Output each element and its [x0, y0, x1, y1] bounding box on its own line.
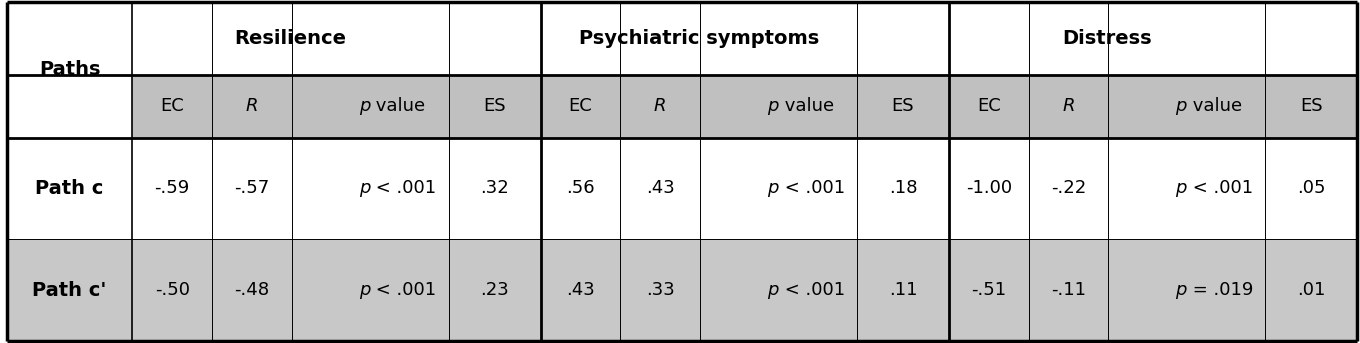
Bar [7, 239, 1357, 341]
Text: p: p [1175, 281, 1187, 299]
Bar [291, 75, 449, 138]
Bar [949, 75, 1028, 138]
Text: -1.00: -1.00 [966, 179, 1012, 198]
Text: -.50: -.50 [155, 281, 189, 299]
Text: -.57: -.57 [234, 179, 269, 198]
Text: < .001: < .001 [370, 281, 437, 299]
Text: .43: .43 [646, 179, 675, 198]
Text: < .001: < .001 [778, 179, 845, 198]
Bar [700, 138, 857, 239]
Text: .18: .18 [889, 179, 917, 198]
Bar [541, 2, 857, 75]
Text: .32: .32 [480, 179, 509, 198]
Text: value: value [778, 97, 834, 115]
Text: -.59: -.59 [155, 179, 190, 198]
Text: p: p [1175, 97, 1187, 115]
Bar [291, 239, 449, 341]
Text: Resilience: Resilience [235, 29, 347, 48]
Bar [541, 75, 620, 138]
Text: < .001: < .001 [778, 281, 845, 299]
Text: R: R [246, 97, 258, 115]
Text: -.22: -.22 [1051, 179, 1087, 198]
Text: < .001: < .001 [370, 179, 437, 198]
Bar [949, 2, 1265, 75]
Bar [700, 75, 857, 138]
Text: Path c: Path c [35, 179, 103, 198]
Text: p: p [359, 281, 370, 299]
Bar [291, 138, 449, 239]
Text: .23: .23 [480, 281, 509, 299]
Text: Path c': Path c' [33, 281, 107, 300]
Text: p: p [359, 97, 370, 115]
Bar [857, 75, 949, 138]
Text: Distress: Distress [1062, 29, 1152, 48]
Text: p: p [767, 281, 778, 299]
Bar [700, 239, 857, 341]
Bar [1108, 239, 1265, 341]
Text: < .001: < .001 [1187, 179, 1253, 198]
Text: EC: EC [160, 97, 184, 115]
Text: -.11: -.11 [1051, 281, 1085, 299]
Text: R: R [654, 97, 666, 115]
Text: EC: EC [976, 97, 1001, 115]
Text: p: p [767, 97, 778, 115]
Bar [7, 2, 132, 138]
Text: ES: ES [1300, 97, 1323, 115]
Text: ES: ES [483, 97, 506, 115]
Bar [212, 75, 291, 138]
Text: .11: .11 [889, 281, 917, 299]
Bar [620, 75, 700, 138]
Text: ES: ES [892, 97, 914, 115]
Text: .43: .43 [566, 281, 594, 299]
Bar [1028, 75, 1108, 138]
Text: Psychiatric symptoms: Psychiatric symptoms [579, 29, 819, 48]
Bar [1108, 75, 1265, 138]
Text: = .019: = .019 [1187, 281, 1253, 299]
Text: R: R [1062, 97, 1074, 115]
Text: Paths: Paths [39, 60, 101, 79]
Text: -.51: -.51 [971, 281, 1006, 299]
Bar [1108, 138, 1265, 239]
Bar [7, 138, 1357, 239]
Bar [449, 75, 541, 138]
Text: EC: EC [568, 97, 593, 115]
Bar [1265, 75, 1357, 138]
Bar [132, 75, 212, 138]
Text: .56: .56 [566, 179, 594, 198]
Text: .33: .33 [646, 281, 675, 299]
Text: value: value [1187, 97, 1242, 115]
Text: value: value [370, 97, 426, 115]
Text: p: p [767, 179, 778, 198]
Text: -.48: -.48 [234, 281, 269, 299]
Bar [132, 2, 449, 75]
Text: p: p [1175, 179, 1187, 198]
Text: .05: .05 [1297, 179, 1326, 198]
Text: .01: .01 [1297, 281, 1326, 299]
Text: p: p [359, 179, 370, 198]
